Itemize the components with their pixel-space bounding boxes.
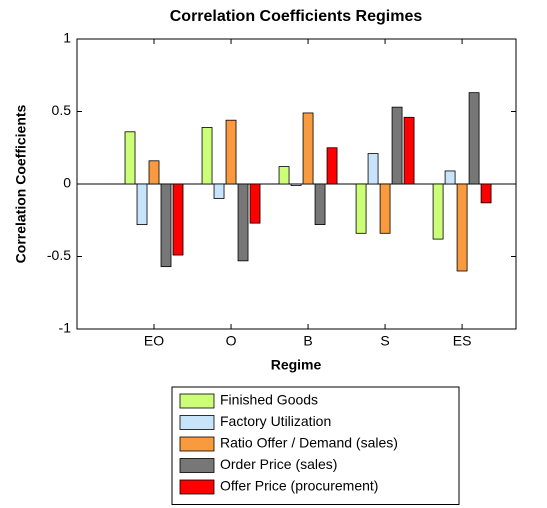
bar xyxy=(326,147,338,185)
x-tick-label: B xyxy=(303,333,312,349)
bar xyxy=(290,183,302,186)
bar xyxy=(148,160,160,185)
y-tick-label: 0 xyxy=(63,175,71,191)
x-axis-label: Regime xyxy=(271,357,322,373)
bar xyxy=(213,183,225,199)
bar xyxy=(444,170,456,185)
legend-swatch xyxy=(179,479,215,495)
bar xyxy=(480,183,492,204)
bar xyxy=(367,153,379,185)
legend-label: Order Price (sales) xyxy=(220,456,337,472)
bar xyxy=(201,127,213,185)
chart-title: Correlation Coefficients Regimes xyxy=(170,8,423,25)
bar xyxy=(136,183,148,225)
y-tick-label: 1 xyxy=(63,30,71,46)
bar xyxy=(302,112,314,185)
x-tick-label: O xyxy=(226,333,237,349)
bar xyxy=(249,183,261,224)
bar xyxy=(456,183,468,272)
bar xyxy=(432,183,444,240)
bar xyxy=(160,183,172,268)
y-tick-label: -1 xyxy=(59,320,72,336)
x-tick-label: ES xyxy=(453,333,472,349)
legend-label: Factory Utilization xyxy=(220,413,331,429)
bar xyxy=(403,116,415,185)
bar xyxy=(379,183,391,234)
legend-swatch xyxy=(179,393,215,409)
bar xyxy=(391,106,403,185)
bar xyxy=(314,183,326,225)
legend-box xyxy=(171,386,460,505)
bar xyxy=(278,166,290,185)
bar xyxy=(237,183,249,262)
x-tick-label: S xyxy=(380,333,389,349)
legend-swatch xyxy=(179,436,215,452)
legend-swatch xyxy=(179,458,215,473)
bar xyxy=(124,131,136,185)
bar xyxy=(225,119,237,185)
bar xyxy=(355,183,367,234)
legend-label: Finished Goods xyxy=(220,392,318,408)
x-tick-label: EO xyxy=(144,333,164,349)
legend-label: Ratio Offer / Demand (sales) xyxy=(220,435,398,451)
legend-label: Offer Price (procurement) xyxy=(220,478,378,494)
legend-swatch xyxy=(179,415,215,430)
bar xyxy=(172,183,184,256)
y-tick-label: 0.5 xyxy=(52,102,72,118)
y-axis-label: Correlation Coefficients xyxy=(13,104,29,263)
bar xyxy=(468,92,480,185)
y-tick-label: -0.5 xyxy=(47,247,71,263)
